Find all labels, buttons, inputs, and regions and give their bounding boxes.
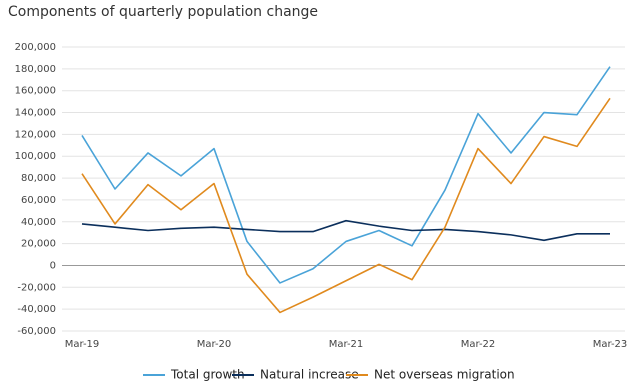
series-line	[81, 66, 611, 284]
y-tick-label: 120,000	[15, 129, 56, 140]
y-tick-label: 160,000	[15, 86, 56, 97]
series-line	[81, 219, 610, 242]
y-tick-label: 140,000	[15, 108, 56, 119]
legend-label: Total growth	[170, 368, 245, 382]
y-tick-label: 40,000	[21, 217, 56, 228]
y-tick-label: 200,000	[15, 42, 56, 53]
y-tick-label: -40,000	[17, 304, 56, 315]
x-tick-label: Mar-23	[593, 339, 628, 350]
y-tick-label: -60,000	[17, 326, 56, 337]
chart-title: Components of quarterly population chang…	[8, 4, 318, 20]
y-tick-label: -20,000	[17, 282, 56, 293]
x-tick-label: Mar-21	[329, 339, 364, 350]
legend-label: Net overseas migration	[374, 368, 515, 382]
legend-label: Natural increase	[260, 368, 359, 382]
x-tick-label: Mar-19	[65, 339, 100, 350]
y-tick-label: 60,000	[21, 195, 56, 206]
y-tick-label: 80,000	[21, 173, 56, 184]
y-tick-label: 100,000	[15, 151, 56, 162]
series-line	[81, 97, 611, 314]
y-tick-label: 0	[50, 260, 56, 271]
x-tick-label: Mar-20	[197, 339, 232, 350]
y-tick-label: 180,000	[15, 64, 56, 75]
x-tick-label: Mar-22	[461, 339, 496, 350]
y-tick-label: 20,000	[21, 239, 56, 250]
